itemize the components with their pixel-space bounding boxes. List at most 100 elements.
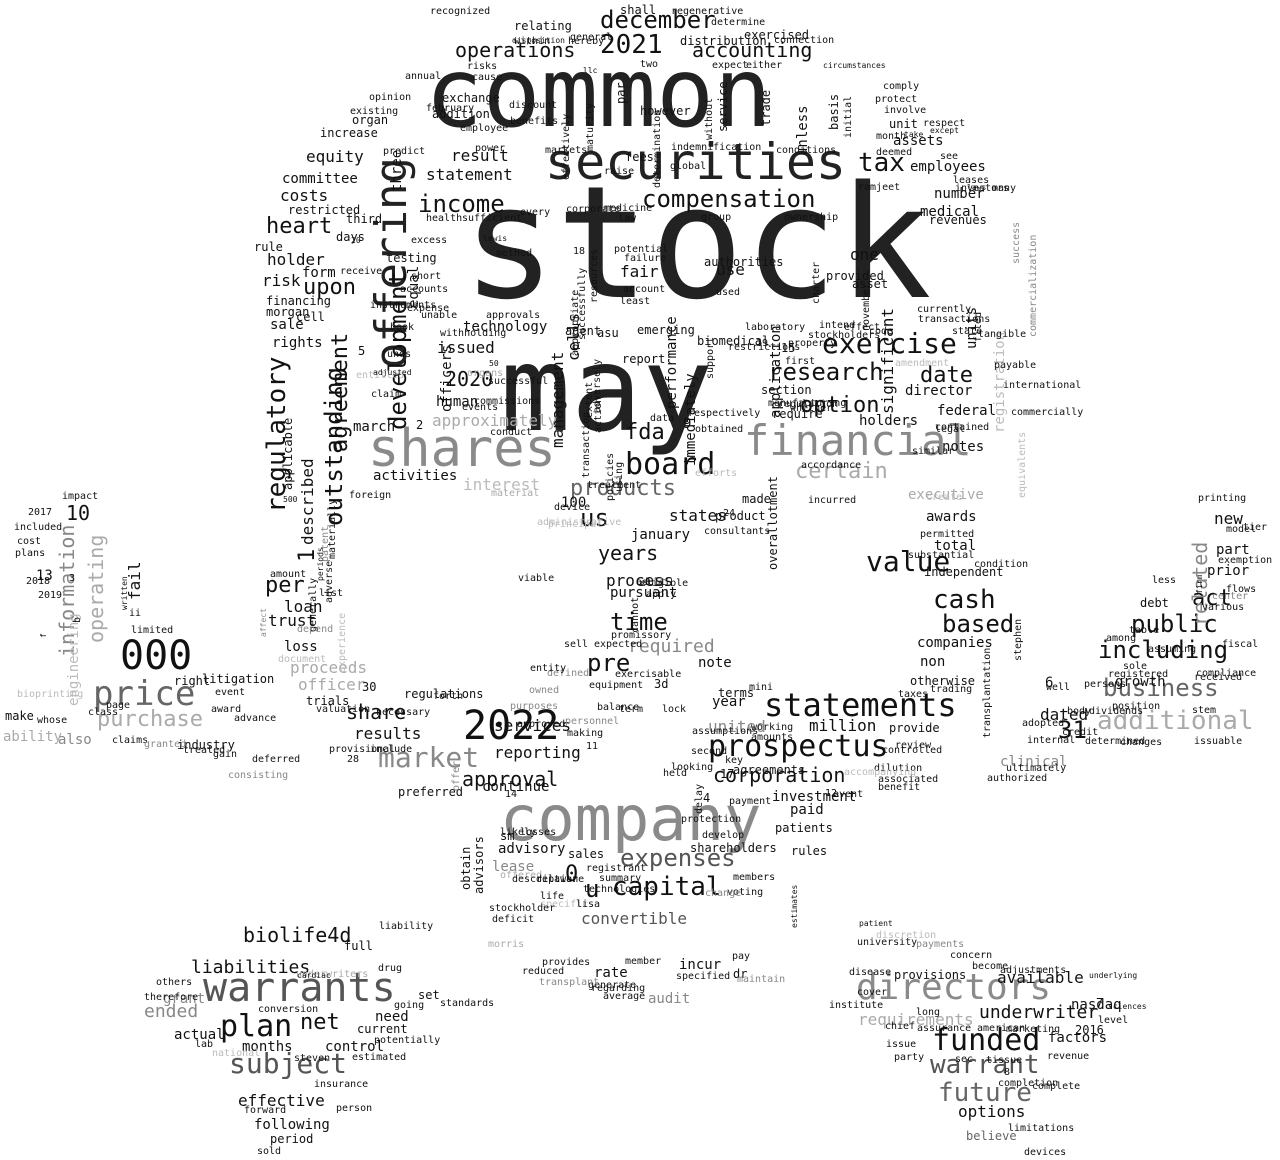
cloud-word: lisa	[576, 899, 601, 910]
cloud-word: complete	[1032, 1081, 1081, 1092]
cloud-word: ownership	[784, 212, 839, 223]
cloud-word: sales	[568, 847, 605, 861]
cloud-word: annual	[405, 71, 442, 82]
cloud-word: defined	[547, 668, 590, 679]
cloud-word: available	[997, 968, 1084, 987]
cloud-word: term	[619, 704, 644, 715]
cloud-word: management	[548, 351, 567, 448]
cloud-word: medical	[920, 204, 980, 220]
cloud-word: existing	[350, 106, 399, 117]
cloud-word: statements	[764, 686, 957, 724]
cloud-word: february	[426, 103, 475, 114]
cloud-word: 2022	[463, 703, 560, 749]
cloud-word: deferred	[252, 754, 301, 765]
cloud-word: potential	[614, 244, 669, 255]
cloud-word: transactions	[918, 314, 991, 325]
cloud-word: asu	[597, 326, 619, 340]
cloud-word: issued	[437, 338, 495, 357]
cloud-word: income	[418, 190, 505, 218]
cloud-word: sell	[564, 639, 589, 650]
cloud-word: delaware	[536, 874, 585, 885]
cloud-word: legal	[935, 424, 966, 435]
cloud-word: growth	[1115, 674, 1166, 690]
cloud-word: fees	[625, 150, 654, 164]
cloud-word: notes	[942, 439, 985, 455]
cloud-word: taxes	[898, 689, 929, 700]
cloud-word: significant	[878, 307, 897, 414]
cloud-word: convertible	[581, 909, 687, 928]
cloud-word: 10	[66, 501, 91, 525]
cloud-word: successful	[488, 376, 549, 387]
cloud-word: dilution	[874, 763, 923, 774]
cloud-word: instruments	[370, 300, 437, 311]
cloud-word: commissions	[474, 396, 541, 407]
cloud-word: extent	[584, 381, 595, 418]
cloud-word: 14	[505, 789, 518, 800]
cloud-word: bioprinting	[17, 689, 84, 700]
cloud-word: looking	[671, 762, 714, 773]
cloud-word: therefore	[144, 992, 199, 1003]
cloud-word: forth	[433, 691, 464, 702]
cloud-word: net	[300, 1010, 340, 1035]
cloud-word: period	[270, 1132, 314, 1146]
cloud-word: determination	[652, 109, 663, 188]
cloud-word: 2020	[445, 367, 494, 391]
cloud-word: pursuant	[610, 585, 678, 601]
cloud-word: chief	[885, 1021, 916, 1032]
cloud-word: years	[598, 541, 659, 565]
cloud-word: 4	[703, 791, 711, 805]
cloud-word: well	[1046, 682, 1071, 693]
cloud-word: disposition	[512, 36, 565, 45]
cloud-word: paid	[790, 802, 824, 818]
cloud-word: reporting	[494, 743, 581, 762]
cloud-word: effect	[844, 322, 881, 333]
cloud-word: restricted	[288, 203, 361, 217]
cloud-word: device	[554, 502, 591, 513]
cloud-word: part	[1216, 542, 1250, 558]
cloud-word: b	[72, 616, 83, 623]
cloud-word: statement	[426, 165, 513, 184]
cloud-word: advisors	[472, 835, 486, 894]
cloud-word: general	[570, 32, 613, 43]
cloud-word: advance	[234, 713, 277, 724]
cloud-word: note	[698, 655, 732, 671]
cloud-word: protect	[875, 94, 918, 105]
cloud-word: limited	[131, 625, 174, 636]
cloud-word: cover	[857, 987, 888, 998]
cloud-word: 11	[586, 741, 599, 752]
cloud-word: less	[1152, 575, 1177, 586]
cloud-word: sec	[955, 1054, 974, 1065]
cloud-word: preferred	[398, 785, 464, 799]
cloud-word: actual	[174, 1027, 225, 1043]
cloud-word: obtained	[695, 424, 744, 435]
cloud-word: plan	[220, 1009, 293, 1044]
cloud-word: become	[972, 961, 1009, 972]
cloud-word: liability	[379, 921, 434, 932]
cloud-word: service	[716, 81, 730, 133]
cloud-word: awards	[926, 509, 977, 525]
cloud-word: whose	[37, 715, 68, 726]
cloud-word: liabilities	[191, 957, 311, 978]
cloud-word: 31	[1058, 716, 1087, 744]
cloud-word: organ	[352, 113, 389, 127]
cloud-word: laws	[967, 183, 987, 192]
cloud-word: overallotment	[766, 475, 780, 570]
cloud-word: necessary	[376, 707, 431, 718]
cloud-word: sufficient	[462, 213, 523, 224]
cloud-word: second	[691, 746, 728, 757]
cloud-word: two	[640, 59, 659, 70]
cloud-word: months	[242, 1039, 293, 1055]
cloud-word: shall	[620, 3, 657, 17]
cloud-word: 15	[781, 341, 796, 355]
cloud-word: underlying	[1089, 971, 1138, 980]
cloud-word: 500	[283, 495, 298, 504]
cloud-word: maintain	[737, 974, 786, 985]
cloud-word: failure	[624, 253, 667, 264]
cloud-word: number	[934, 186, 985, 202]
cloud-word: services	[494, 716, 572, 735]
cloud-word: rate	[594, 965, 628, 981]
cloud-word: document	[278, 654, 327, 665]
cloud-word: commercially	[1011, 407, 1084, 418]
cloud-word: consisting	[228, 770, 289, 781]
cloud-word: table	[1129, 625, 1160, 636]
